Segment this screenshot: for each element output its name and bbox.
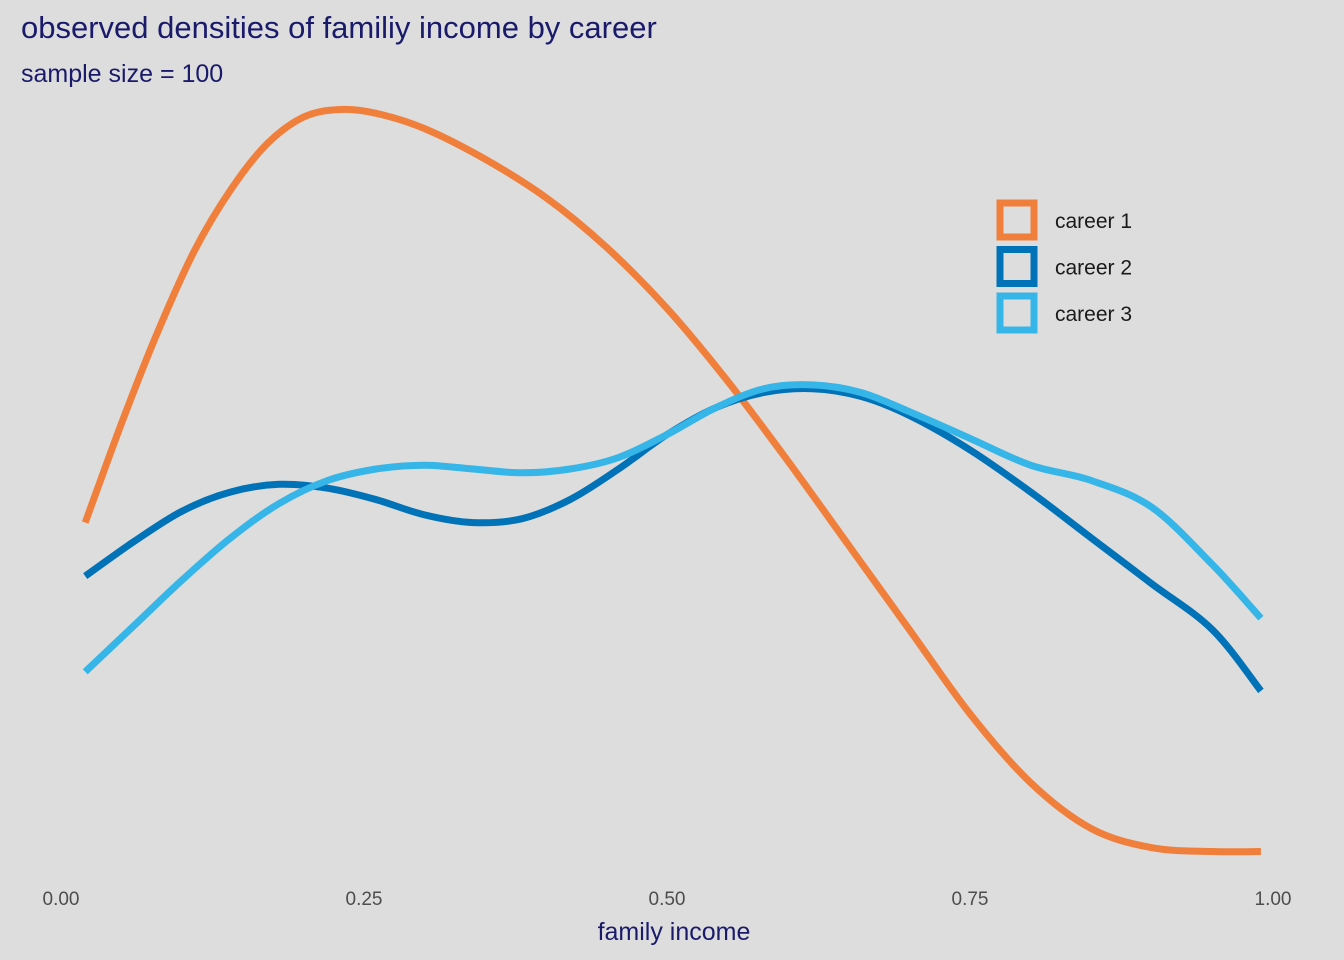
- series-layer: [81, 105, 1264, 856]
- x-tick-label: 0.50: [649, 889, 686, 910]
- x-tick-label: 0.75: [952, 889, 989, 910]
- chart-subtitle: sample size = 100: [21, 60, 224, 88]
- legend-label-1: career 1: [1055, 210, 1132, 233]
- series-line-1: [81, 105, 1261, 856]
- series-line-3: [82, 381, 1264, 675]
- legend-label-2: career 2: [1055, 257, 1132, 280]
- x-axis-ticks: 0.00 0.25 0.50 0.75 1.00: [43, 889, 1292, 910]
- x-tick-label: 0.00: [43, 889, 80, 910]
- legend-key-3: [996, 292, 1038, 334]
- x-axis-title: family income: [598, 918, 751, 946]
- x-tick-label: 1.00: [1255, 889, 1292, 910]
- legend-key-2: [996, 246, 1038, 287]
- legend: career 1 career 2 career 3: [996, 199, 1132, 334]
- legend-label-3: career 3: [1055, 303, 1132, 326]
- chart-title: observed densities of familiy income by …: [21, 10, 657, 45]
- legend-key-1: [996, 199, 1038, 241]
- x-tick-label: 0.25: [346, 889, 383, 910]
